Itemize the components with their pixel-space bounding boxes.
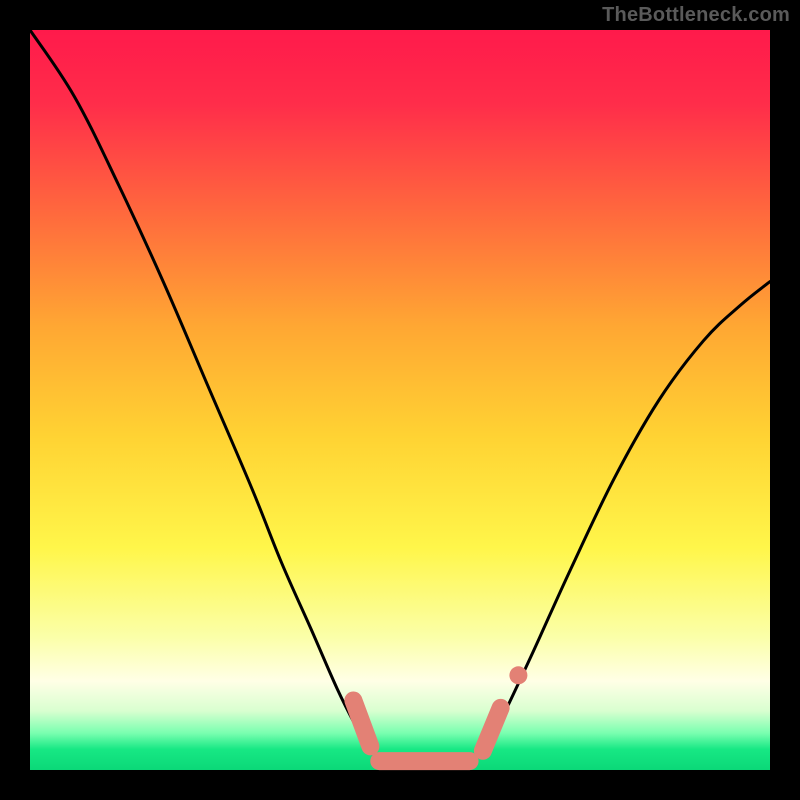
chart-container: TheBottleneck.com	[0, 0, 800, 800]
watermark-text: TheBottleneck.com	[602, 4, 790, 27]
bottleneck-chart	[0, 0, 800, 800]
bottom-solo-dot	[509, 666, 527, 684]
